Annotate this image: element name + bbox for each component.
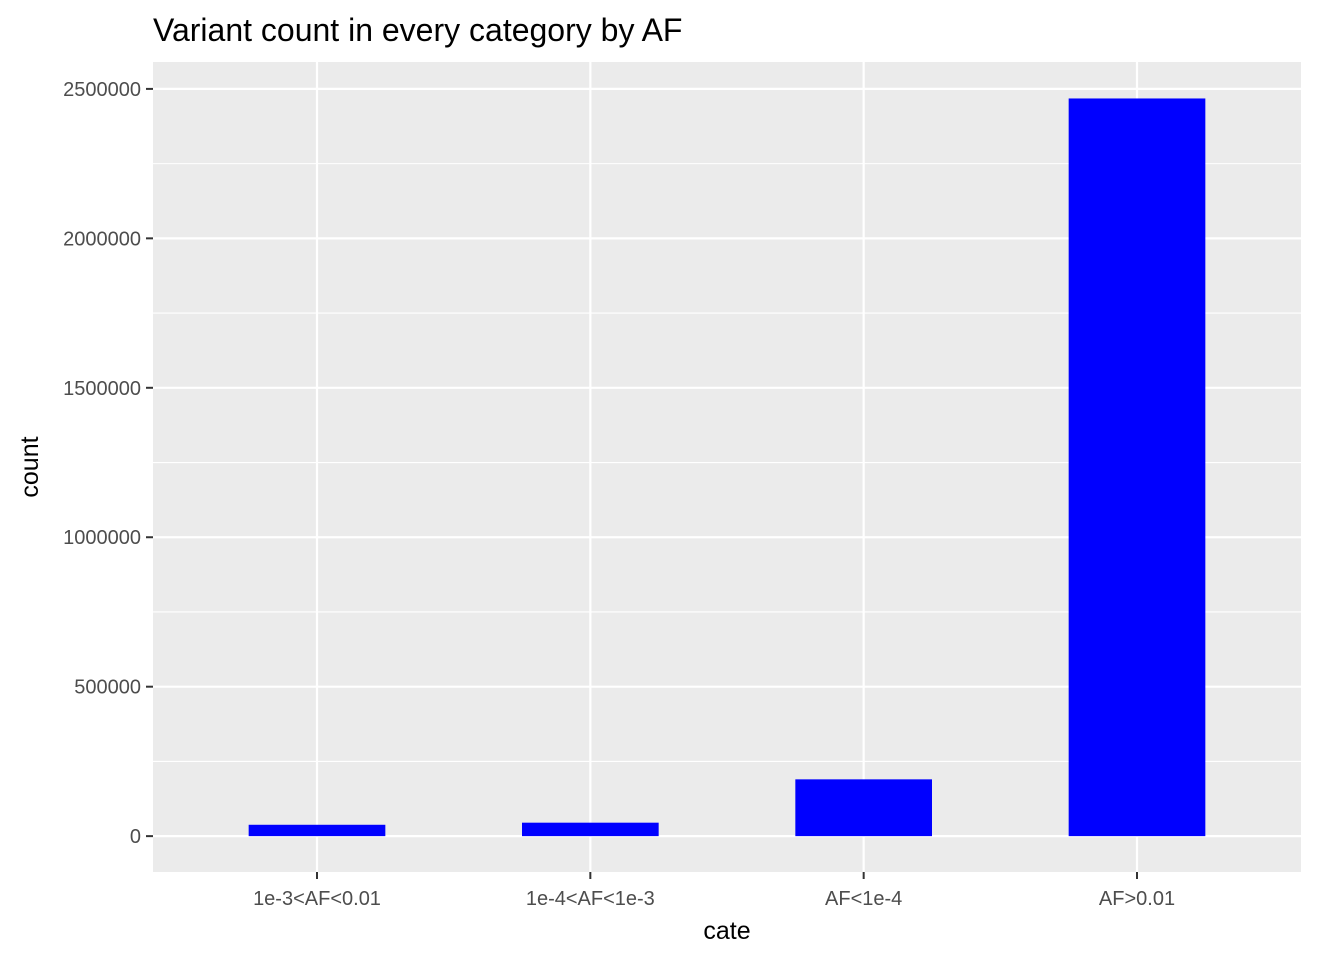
bar-1 bbox=[522, 822, 659, 837]
y-tick-label-3: 1500000 bbox=[63, 378, 141, 400]
y-tick-label-4: 2000000 bbox=[63, 228, 141, 250]
y-tick-label-2: 1000000 bbox=[63, 527, 141, 549]
x-tick-label-3: AF>0.01 bbox=[1099, 888, 1175, 910]
y-tick-label-1: 500000 bbox=[74, 677, 141, 699]
bar-0 bbox=[248, 824, 386, 837]
chart-title: Variant count in every category by AF bbox=[153, 12, 682, 48]
y-axis-title: count bbox=[16, 436, 44, 497]
bar-3 bbox=[1068, 98, 1206, 837]
x-tick-label-0: 1e-3<AF<0.01 bbox=[253, 888, 381, 910]
y-tick-label-0: 0 bbox=[130, 826, 141, 848]
x-axis-ticks: 1e-3<AF<0.01 1e-4<AF<1e-3 AF<1e-4 AF>0.01 bbox=[253, 872, 1175, 910]
y-tick-label-5: 2500000 bbox=[63, 79, 141, 101]
bar-2 bbox=[795, 779, 932, 837]
x-axis-title: cate bbox=[703, 917, 750, 945]
x-tick-label-1: 1e-4<AF<1e-3 bbox=[526, 888, 655, 910]
bars bbox=[248, 98, 1206, 837]
x-tick-label-2: AF<1e-4 bbox=[825, 888, 902, 910]
y-axis-ticks: 0 500000 1000000 1500000 2000000 2500000 bbox=[63, 79, 153, 848]
